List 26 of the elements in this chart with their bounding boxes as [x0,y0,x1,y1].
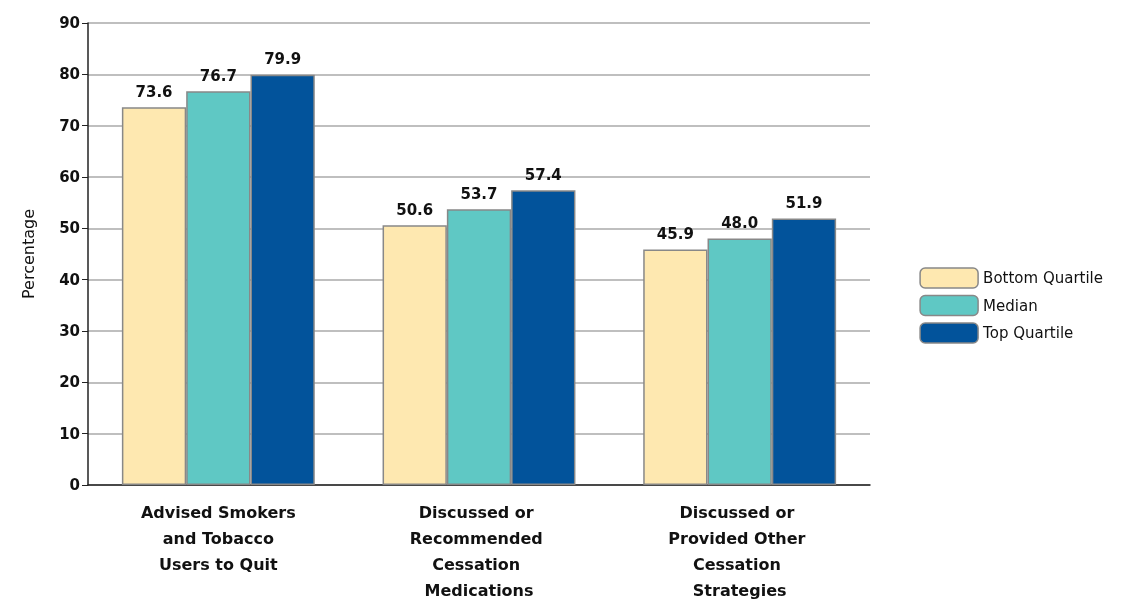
data-label: 51.9 [785,194,823,213]
data-label: 73.6 [135,82,173,101]
data-label: 57.4 [524,165,562,184]
data-label: 76.7 [199,66,237,85]
y-tick-label: 60 [59,168,80,186]
data-label: 79.9 [264,50,302,69]
y-tick-label: 20 [59,373,80,392]
y-tick-label: 90 [59,14,80,32]
legend-label: Median [983,296,1038,315]
data-label: 53.7 [460,184,498,203]
y-tick-label: 30 [59,322,80,340]
y-tick-label: 0 [69,476,80,494]
x-tick-label: Discussed or Provided Other Cessation Strategies [668,502,812,600]
y-tick-label: 10 [59,424,80,443]
data-label: 48.0 [721,214,759,233]
y-tick-label: 80 [59,65,80,84]
y-axis-title: Percentage [18,208,38,300]
y-tick-label: 50 [59,219,80,238]
x-tick-label: Discussed or Recommended Cessation Medications [409,502,549,600]
x-tick-label: Advised Smokers and Tobacco Users to Quit [140,502,296,574]
data-label: 50.6 [396,200,434,219]
y-tick-label: 70 [59,116,80,135]
legend-label: Top Quartile [982,324,1074,342]
legend-label: Bottom Quartile [983,269,1103,287]
y-tick-label: 40 [59,270,80,289]
data-label: 45.9 [656,224,694,243]
